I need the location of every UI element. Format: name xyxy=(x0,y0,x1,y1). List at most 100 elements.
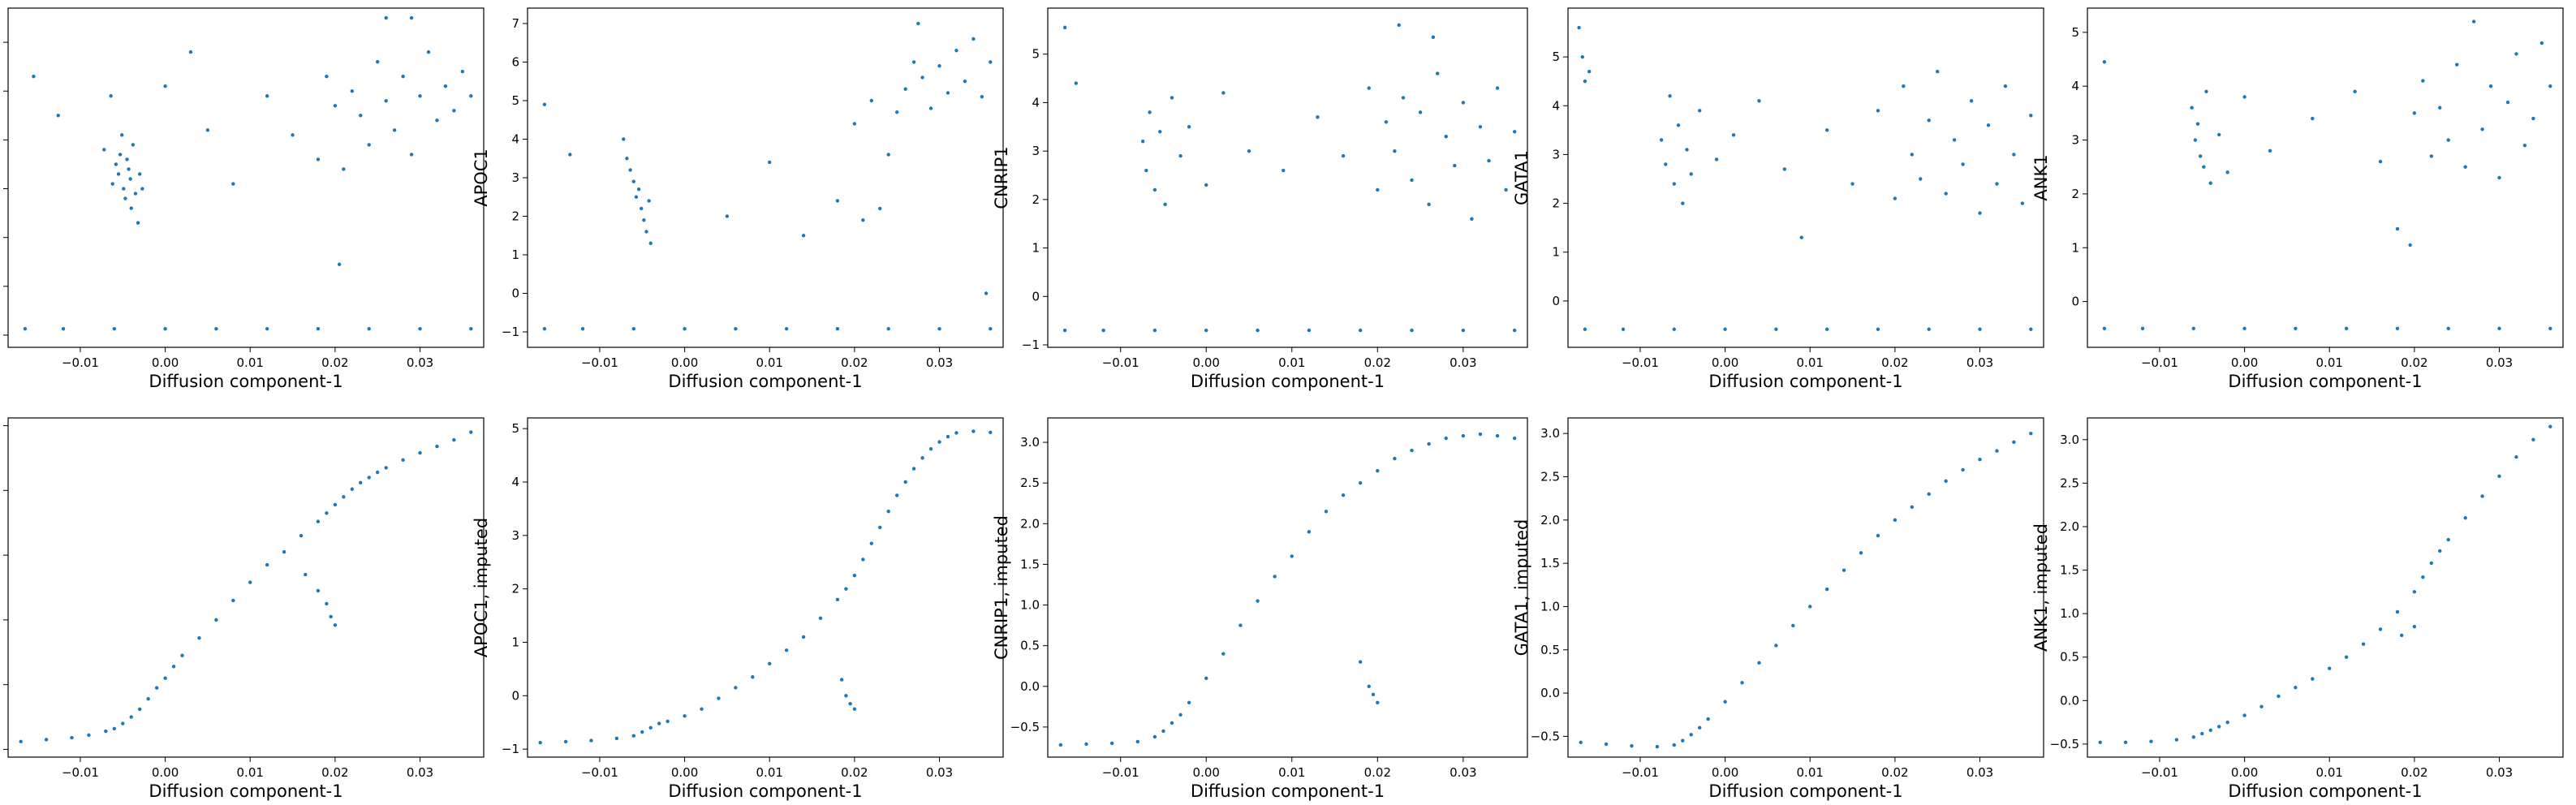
data-point xyxy=(127,167,131,171)
data-point xyxy=(2548,84,2552,88)
x-tick-label: 0.02 xyxy=(1364,355,1391,370)
data-point xyxy=(2514,52,2518,56)
data-point xyxy=(1961,162,1965,166)
data-point xyxy=(2029,114,2033,118)
data-point xyxy=(1367,684,1371,688)
data-point xyxy=(316,519,321,523)
data-point xyxy=(1393,149,1397,153)
y-tick-label: 1 xyxy=(511,248,519,262)
data-point xyxy=(2454,62,2459,67)
data-point xyxy=(333,104,338,108)
data-point xyxy=(2242,326,2246,330)
data-point xyxy=(1978,327,1982,331)
data-point xyxy=(1512,130,1517,134)
data-point xyxy=(2488,84,2493,88)
plot-frame xyxy=(2087,417,2564,758)
x-tick-label: −0.01 xyxy=(2141,765,2178,780)
data-point xyxy=(625,157,629,161)
data-point xyxy=(2531,116,2535,121)
y-tick-label: 5 xyxy=(511,93,519,108)
chart-panel-7: −0.01 0.00 0.01 0.02 0.03 −1 0 1 2 3 4 5 Diffusion c… xyxy=(472,417,1004,801)
data-point xyxy=(2174,738,2179,742)
data-point xyxy=(1944,479,1948,484)
data-point xyxy=(1435,71,1440,75)
data-point xyxy=(1101,328,1105,333)
x-tick-label: 0.03 xyxy=(1966,765,1993,780)
data-point xyxy=(443,84,448,88)
plot-frame xyxy=(2087,7,2564,348)
x-axis-label: Diffusion component-1 xyxy=(1708,372,1902,391)
data-point xyxy=(316,588,321,593)
data-point xyxy=(903,87,907,91)
data-point xyxy=(768,160,772,165)
data-point xyxy=(231,598,235,603)
data-point xyxy=(989,430,993,434)
data-point xyxy=(1676,123,1681,127)
y-tick-label: −0.5 xyxy=(1531,729,1560,743)
data-point xyxy=(954,431,958,435)
y-tick-label: 4 xyxy=(511,475,519,489)
data-point xyxy=(1978,211,1982,215)
data-point xyxy=(1135,739,1140,744)
data-point xyxy=(304,572,308,577)
data-point xyxy=(1504,187,1508,192)
x-tick-label: 0.03 xyxy=(2486,765,2513,780)
data-point xyxy=(359,114,363,118)
y-tick-label: 3 xyxy=(511,170,519,185)
data-point xyxy=(1359,480,1363,485)
data-point xyxy=(452,109,456,113)
y-tick-label: 0 xyxy=(511,286,519,301)
data-point xyxy=(1170,721,1174,725)
x-tick-label: 0.03 xyxy=(1966,355,1993,370)
plot-frame xyxy=(527,7,1004,348)
data-point xyxy=(1919,177,1923,181)
data-point xyxy=(1927,327,1931,331)
y-tick-label: 1.5 xyxy=(1540,556,1560,570)
data-point xyxy=(426,50,431,54)
y-tick-label: 2 xyxy=(2071,187,2079,201)
data-point xyxy=(359,480,363,484)
data-point xyxy=(2191,326,2196,330)
data-point xyxy=(129,715,133,719)
data-point xyxy=(137,707,142,712)
data-point xyxy=(2514,455,2518,459)
data-point xyxy=(87,733,91,738)
data-point xyxy=(1689,172,1693,176)
y-tick-label: 4 xyxy=(511,132,519,147)
data-point xyxy=(1163,202,1167,207)
data-point xyxy=(2294,686,2298,690)
data-point xyxy=(1393,456,1397,461)
data-point xyxy=(911,60,916,64)
data-point xyxy=(801,635,806,639)
data-point xyxy=(1397,23,1401,28)
data-point xyxy=(1842,568,1846,572)
data-point xyxy=(1630,743,1634,748)
data-point xyxy=(2204,89,2208,94)
data-point xyxy=(1431,35,1436,40)
data-point xyxy=(2412,625,2417,629)
data-point xyxy=(1664,162,1668,166)
y-tick-label: 2.5 xyxy=(1020,476,1040,490)
data-point xyxy=(1444,135,1448,139)
data-point xyxy=(120,133,124,137)
data-point xyxy=(844,694,848,698)
data-point xyxy=(886,153,890,157)
x-tick-label: 0.03 xyxy=(1450,355,1476,370)
data-point xyxy=(640,206,644,211)
y-tick-label: 2 xyxy=(1032,192,1040,207)
data-point xyxy=(784,327,789,331)
data-point xyxy=(1307,530,1312,534)
y-tick-label: 1 xyxy=(1552,245,1560,260)
data-point xyxy=(2328,666,2332,670)
data-point xyxy=(666,719,670,724)
x-tick-label: 0.01 xyxy=(237,355,264,370)
x-tick-label: 0.01 xyxy=(1797,355,1824,370)
data-point xyxy=(928,446,933,451)
data-point xyxy=(683,327,687,331)
data-point xyxy=(197,636,201,640)
y-tick-label: 2.0 xyxy=(1540,513,1560,527)
data-point xyxy=(1668,94,1672,98)
data-point xyxy=(631,734,636,738)
data-point xyxy=(109,94,113,98)
data-point xyxy=(128,177,132,181)
